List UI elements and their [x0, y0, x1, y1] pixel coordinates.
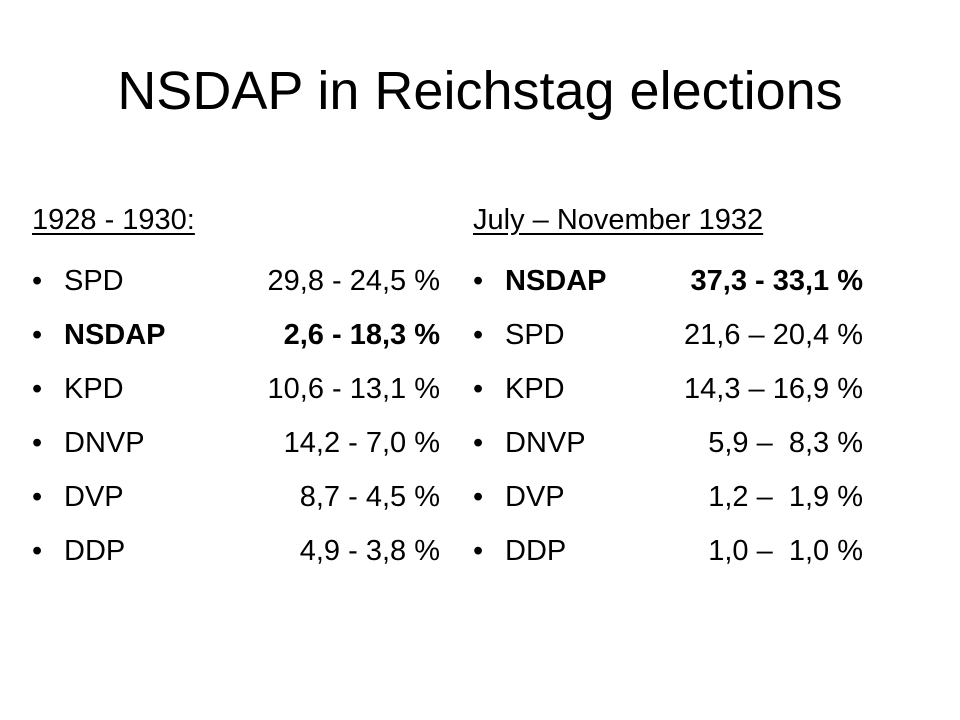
bullet-icon: •: [32, 535, 43, 567]
party-list: • NSDAP 37,3 - 33,1 % • SPD 21,6 – 20,4 …: [473, 254, 903, 578]
list-item: • SPD 29,8 - 24,5 %: [32, 254, 452, 308]
party-name: DDP: [64, 535, 126, 567]
column-heading: July – November 1932: [473, 204, 764, 236]
list-item: • DDP 1,0 – 1,0 %: [473, 524, 903, 578]
bullet-icon: •: [32, 265, 43, 297]
column-heading: 1928 - 1930:: [32, 204, 195, 236]
vote-share-range: 1,0 – 1,0 %: [708, 535, 863, 567]
bullet-icon: •: [32, 427, 43, 459]
vote-share-range: 37,3 - 33,1 %: [690, 265, 864, 297]
vote-share-range: 8,7 - 4,5 %: [299, 481, 440, 513]
bullet-icon: •: [32, 373, 43, 405]
vote-share-range: 14,3 – 16,9 %: [684, 373, 863, 405]
party-name: DNVP: [505, 427, 586, 459]
bullet-icon: •: [32, 319, 43, 351]
party-name: DVP: [64, 481, 124, 513]
bullet-icon: •: [32, 481, 43, 513]
vote-share-range: 14,2 - 7,0 %: [283, 427, 440, 459]
bullet-icon: •: [473, 373, 484, 405]
party-name: SPD: [505, 319, 565, 351]
list-item: • SPD 21,6 – 20,4 %: [473, 308, 903, 362]
bullet-icon: •: [473, 427, 484, 459]
vote-share-range: 10,6 - 13,1 %: [267, 373, 441, 405]
list-item: • NSDAP 37,3 - 33,1 %: [473, 254, 903, 308]
vote-share-range: 2,6 - 18,3 %: [283, 319, 440, 351]
list-item: • DNVP 5,9 – 8,3 %: [473, 416, 903, 470]
party-name: KPD: [505, 373, 565, 405]
bullet-icon: •: [473, 481, 484, 513]
party-name: DNVP: [64, 427, 145, 459]
bullet-icon: •: [473, 265, 484, 297]
list-item: • KPD 14,3 – 16,9 %: [473, 362, 903, 416]
party-name: SPD: [64, 265, 124, 297]
vote-share-range: 4,9 - 3,8 %: [299, 535, 440, 567]
list-item: • DNVP 14,2 - 7,0 %: [32, 416, 452, 470]
list-item: • NSDAP 2,6 - 18,3 %: [32, 308, 452, 362]
slide-title: NSDAP in Reichstag elections: [117, 61, 843, 121]
vote-share-range: 29,8 - 24,5 %: [267, 265, 441, 297]
party-list: • SPD 29,8 - 24,5 % • NSDAP 2,6 - 18,3 %…: [32, 254, 452, 578]
bullet-icon: •: [473, 535, 484, 567]
column-1932: July – November 1932 • NSDAP 37,3 - 33,1…: [473, 200, 903, 578]
vote-share-range: 5,9 – 8,3 %: [708, 427, 863, 459]
party-name: NSDAP: [505, 265, 607, 297]
vote-share-range: 1,2 – 1,9 %: [708, 481, 863, 513]
party-name: DDP: [505, 535, 567, 567]
party-name: NSDAP: [64, 319, 166, 351]
party-name: DVP: [505, 481, 565, 513]
list-item: • DVP 8,7 - 4,5 %: [32, 470, 452, 524]
party-name: KPD: [64, 373, 124, 405]
list-item: • DVP 1,2 – 1,9 %: [473, 470, 903, 524]
list-item: • DDP 4,9 - 3,8 %: [32, 524, 452, 578]
list-item: • KPD 10,6 - 13,1 %: [32, 362, 452, 416]
bullet-icon: •: [473, 319, 484, 351]
vote-share-range: 21,6 – 20,4 %: [684, 319, 863, 351]
column-1928-1930: 1928 - 1930: • SPD 29,8 - 24,5 % • NSDAP…: [32, 200, 452, 578]
